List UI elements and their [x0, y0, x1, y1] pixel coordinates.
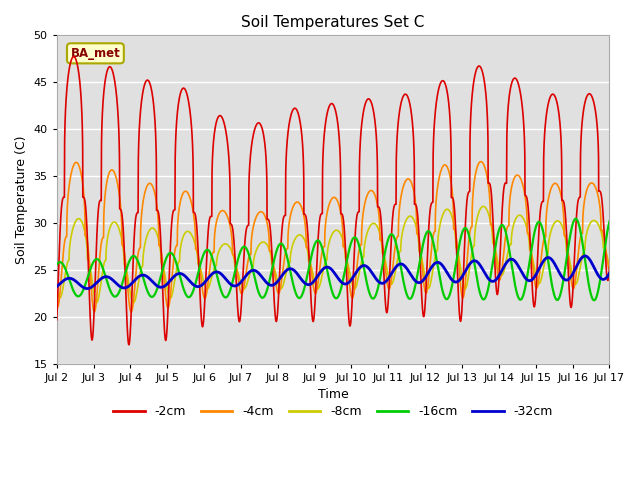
Title: Soil Temperatures Set C: Soil Temperatures Set C — [241, 15, 425, 30]
X-axis label: Time: Time — [317, 388, 348, 401]
Legend: -2cm, -4cm, -8cm, -16cm, -32cm: -2cm, -4cm, -8cm, -16cm, -32cm — [108, 400, 558, 423]
Y-axis label: Soil Temperature (C): Soil Temperature (C) — [15, 135, 28, 264]
Text: BA_met: BA_met — [70, 47, 120, 60]
